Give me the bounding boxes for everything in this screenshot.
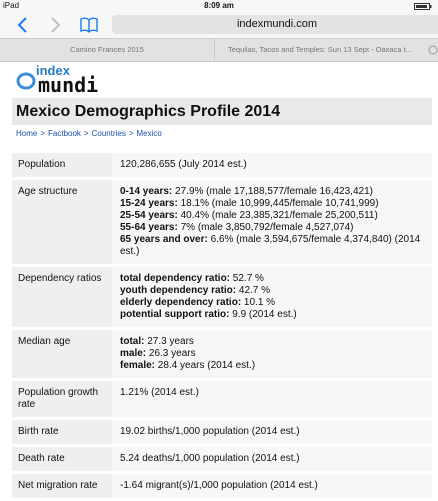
clock: 8:09 am bbox=[204, 1, 234, 10]
value-line: 120,286,655 (July 2014 est.) bbox=[120, 159, 426, 171]
breadcrumb-link[interactable]: Mexico bbox=[136, 129, 162, 138]
tab[interactable]: Tequilas, Tacos and Temples: Sun 13 Sept… bbox=[228, 45, 412, 54]
breadcrumb-link[interactable]: Home bbox=[16, 129, 38, 138]
row-label: Death rate bbox=[12, 447, 112, 471]
tab-bar: Camino Frances 2015 Tequilas, Tacos and … bbox=[0, 38, 438, 62]
value-text: 26.3 years bbox=[146, 348, 196, 359]
row-label: Population bbox=[12, 153, 112, 177]
row-label: Population growth rate bbox=[12, 381, 112, 417]
row-value: 1.21% (2014 est.) bbox=[112, 381, 432, 417]
table-row: Net migration rate -1.64 migrant(s)/1,000… bbox=[12, 474, 432, 498]
table-row: Population growth rate 1.21% (2014 est.) bbox=[12, 381, 432, 417]
value-line: potential support ratio: 9.9 (2014 est.) bbox=[120, 309, 426, 321]
table-row: Birth rate 19.02 births/1,000 population … bbox=[12, 420, 432, 444]
value-line: -1.64 migrant(s)/1,000 population (2014 … bbox=[120, 480, 426, 492]
value-line: 55-64 years: 7% (male 3,850,792/female 4… bbox=[120, 222, 426, 234]
value-key: male: bbox=[120, 348, 147, 359]
bookmarks-button[interactable] bbox=[80, 17, 98, 33]
breadcrumb-separator: > bbox=[83, 129, 89, 138]
value-line: 0-14 years: 27.9% (male 17,188,577/femal… bbox=[120, 186, 426, 198]
value-text: 120,286,655 (July 2014 est.) bbox=[120, 159, 247, 170]
page-title: Mexico Demographics Profile 2014 bbox=[12, 98, 432, 125]
value-text: 40.4% (male 23,385,321/female 25,200,511… bbox=[177, 210, 378, 221]
value-key: 15-24 years: bbox=[120, 198, 178, 209]
status-bar: iPad 8:09 am bbox=[0, 0, 438, 12]
row-value: -1.64 migrant(s)/1,000 population (2014 … bbox=[112, 474, 432, 498]
value-key: 0-14 years: bbox=[120, 186, 173, 197]
value-text: 7% (male 3,850,792/female 4,527,074) bbox=[177, 222, 354, 233]
logo[interactable]: index mundi bbox=[16, 63, 126, 97]
data-table: Population 120,286,655 (July 2014 est.) Ag… bbox=[12, 150, 432, 501]
value-line: total: 27.3 years bbox=[120, 336, 426, 348]
nav-buttons[interactable] bbox=[0, 12, 110, 38]
row-label: Birth rate bbox=[12, 420, 112, 444]
row-value: 5.24 deaths/1,000 population (2014 est.) bbox=[112, 447, 432, 471]
value-key: youth dependency ratio: bbox=[120, 285, 237, 296]
value-key: female: bbox=[120, 360, 156, 371]
logo-top: index bbox=[36, 63, 70, 78]
address-bar[interactable]: indexmundi.com bbox=[112, 15, 438, 34]
breadcrumb-separator: > bbox=[40, 129, 46, 138]
value-key: elderly dependency ratio: bbox=[120, 297, 242, 308]
value-line: 65 years and over: 6.6% (male 3,594,675/… bbox=[120, 234, 426, 258]
breadcrumb-link[interactable]: Factbook bbox=[48, 129, 81, 138]
table-row: Dependency ratios total dependency ratio:… bbox=[12, 267, 432, 327]
value-line: female: 28.4 years (2014 est.) bbox=[120, 360, 426, 372]
row-label: Median age bbox=[12, 330, 112, 378]
value-line: 1.21% (2014 est.) bbox=[120, 387, 426, 399]
value-key: total: bbox=[120, 336, 145, 347]
battery-icon bbox=[414, 3, 432, 10]
value-text: 28.4 years (2014 est.) bbox=[155, 360, 256, 371]
back-button[interactable] bbox=[17, 17, 27, 33]
logo-bottom: mundi bbox=[38, 73, 99, 97]
value-line: elderly dependency ratio: 10.1 % bbox=[120, 297, 426, 309]
row-value: 120,286,655 (July 2014 est.) bbox=[112, 153, 432, 177]
value-key: 55-64 years: bbox=[120, 222, 178, 233]
value-key: potential support ratio: bbox=[120, 309, 230, 320]
row-value: 19.02 births/1,000 population (2014 est.… bbox=[112, 420, 432, 444]
row-value: total: 27.3 years male: 26.3 years female:… bbox=[112, 330, 432, 378]
value-text: 1.21% (2014 est.) bbox=[120, 387, 199, 398]
row-value: 0-14 years: 27.9% (male 17,188,577/femal… bbox=[112, 180, 432, 264]
value-text: 52.7 % bbox=[230, 273, 264, 284]
value-key: 25-54 years: bbox=[120, 210, 178, 221]
value-text: 27.9% (male 17,188,577/female 16,423,421… bbox=[172, 186, 373, 197]
value-text: 27.3 years bbox=[144, 336, 194, 347]
row-label: Net migration rate bbox=[12, 474, 112, 498]
logo-swoosh bbox=[16, 72, 36, 90]
tab[interactable]: Camino Frances 2015 bbox=[0, 39, 215, 61]
breadcrumb: Home > Factbook > Countries > Mexico bbox=[16, 129, 162, 138]
tab-close[interactable] bbox=[428, 45, 438, 55]
value-text: 9.9 (2014 est.) bbox=[229, 309, 297, 320]
value-text: 5.24 deaths/1,000 population (2014 est.) bbox=[120, 453, 300, 464]
table-row: Death rate 5.24 deaths/1,000 population (… bbox=[12, 447, 432, 471]
value-text: 10.1 % bbox=[241, 297, 276, 308]
breadcrumb-separator: > bbox=[128, 129, 134, 138]
table-row: Population 120,286,655 (July 2014 est.) bbox=[12, 153, 432, 177]
value-text: 18.1% (male 10,999,445/female 10,741,999… bbox=[177, 198, 379, 209]
row-value: total dependency ratio: 52.7 % youth depe… bbox=[112, 267, 432, 327]
table-row: Age structure 0-14 years: 27.9% (male 17,… bbox=[12, 180, 432, 264]
value-text: 6.6% (male 3,594,675/female 4,374,840) (… bbox=[120, 234, 423, 257]
forward-button[interactable] bbox=[51, 17, 61, 33]
value-text: 19.02 births/1,000 population (2014 est.… bbox=[120, 426, 300, 437]
value-line: 19.02 births/1,000 population (2014 est.… bbox=[120, 426, 426, 438]
value-line: youth dependency ratio: 42.7 % bbox=[120, 285, 426, 297]
value-line: 5.24 deaths/1,000 population (2014 est.) bbox=[120, 453, 426, 465]
browser-toolbar: indexmundi.com bbox=[0, 12, 438, 38]
value-text: -1.64 migrant(s)/1,000 population (2014 … bbox=[120, 480, 318, 491]
value-key: 65 years and over: bbox=[120, 234, 208, 245]
device-name: iPad bbox=[3, 1, 20, 10]
table-row: Median age total: 27.3 years male: 26.3 ye… bbox=[12, 330, 432, 378]
value-text: 42.7 % bbox=[236, 285, 271, 296]
value-line: 15-24 years: 18.1% (male 10,999,445/fema… bbox=[120, 198, 426, 210]
value-line: 25-54 years: 40.4% (male 23,385,321/fema… bbox=[120, 210, 426, 222]
value-line: male: 26.3 years bbox=[120, 348, 426, 360]
breadcrumb-link[interactable]: Countries bbox=[91, 129, 126, 138]
row-label: Age structure bbox=[12, 180, 112, 264]
value-line: total dependency ratio: 52.7 % bbox=[120, 273, 426, 285]
value-key: total dependency ratio: bbox=[120, 273, 231, 284]
row-label: Dependency ratios bbox=[12, 267, 112, 327]
